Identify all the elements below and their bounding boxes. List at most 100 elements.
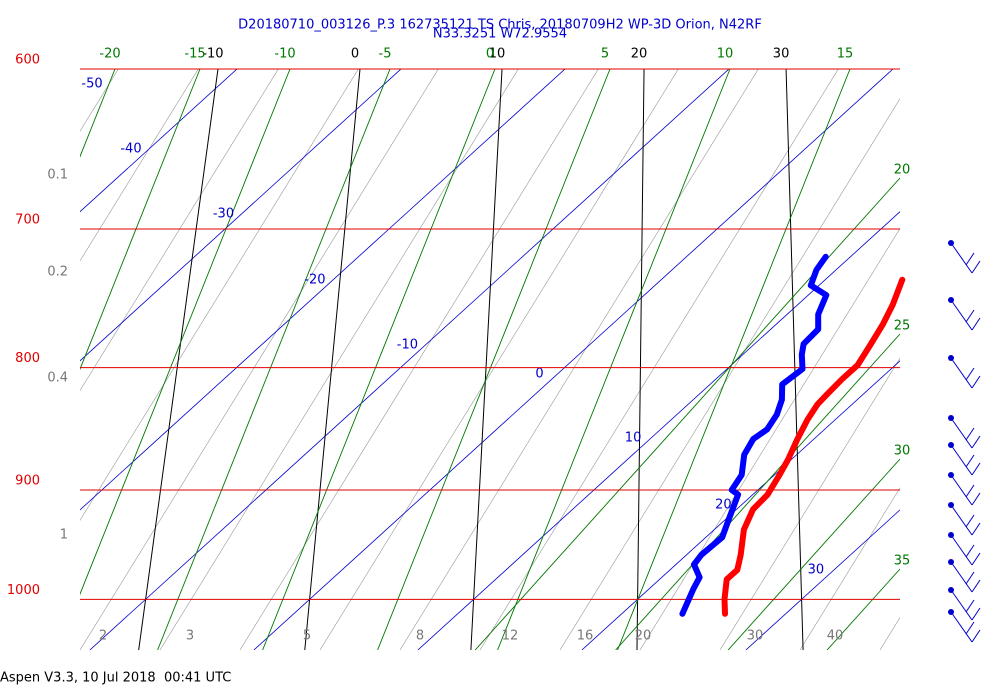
black-line-label: -10 (202, 47, 223, 62)
black-line-label: 30 (773, 47, 790, 62)
profile-line (679, 253, 830, 617)
isotherm (0, 0, 403, 650)
barb-flag (965, 427, 975, 441)
barb-flag (971, 607, 981, 621)
barb-flag (965, 544, 975, 558)
green-label: 25 (894, 319, 911, 334)
subtitle: N33.3251 W72.9554 (433, 27, 567, 42)
green-line (80, 69, 201, 371)
profile-line (721, 276, 906, 617)
isotherm (581, 360, 900, 650)
guide-line (239, 69, 599, 650)
barb-staff (950, 474, 973, 506)
mixing-ratio-label: 1 (60, 528, 68, 543)
isotherm-label: 0 (535, 367, 543, 382)
isotherm (417, 211, 900, 650)
green-label: 15 (837, 47, 854, 62)
green-label: 30 (894, 444, 911, 459)
green-line (617, 69, 851, 650)
guide-line (80, 69, 359, 521)
barb-staff (950, 242, 973, 274)
isotherm-label: -20 (304, 273, 325, 288)
barb-flag (971, 462, 981, 476)
barb-staff (950, 504, 973, 536)
guide-line (319, 69, 679, 650)
green-label: 10 (717, 47, 734, 62)
guide-line (159, 69, 519, 650)
isotherm-label: 10 (625, 431, 642, 446)
black-line (304, 69, 361, 650)
mixing-ratio-label: 3 (186, 629, 194, 644)
green-line (615, 333, 900, 650)
black-line (785, 69, 804, 650)
mixing-ratio-label: 30 (747, 629, 764, 644)
mixing-ratio-label: 8 (416, 629, 424, 644)
mixing-ratio-label: 0.2 (47, 265, 68, 280)
barb-staff (950, 589, 973, 621)
guide-line (80, 69, 119, 132)
green-line (157, 69, 391, 650)
barb-flag (965, 454, 975, 468)
green-line (80, 69, 291, 596)
mixing-ratio-label: 2 (99, 629, 107, 644)
green-label: 20 (894, 163, 911, 178)
isotherm-label: -50 (81, 77, 102, 92)
barb-flag (971, 375, 981, 389)
mixing-ratio-label: 0.1 (47, 168, 68, 183)
barb-staff (950, 534, 973, 566)
barb-flag (971, 579, 981, 593)
guide-line (0, 0, 100, 650)
isotherm (80, 69, 238, 213)
mixing-ratio-label: 0.4 (47, 371, 68, 386)
guide-line (960, 0, 1000, 650)
guide-line (80, 69, 439, 650)
pressure-label: 1000 (7, 583, 40, 598)
barb-flag (971, 552, 981, 566)
barb-staff (950, 299, 973, 331)
guide-line (479, 69, 839, 650)
isotherm (80, 69, 566, 511)
green-line (497, 69, 731, 650)
barb-flag (965, 252, 975, 266)
guide-line (0, 0, 20, 650)
green-line (727, 458, 900, 650)
mixing-ratio-label: 12 (502, 629, 519, 644)
guide-line (559, 98, 900, 650)
black-line-label: 10 (489, 47, 506, 62)
isotherm (89, 69, 730, 650)
barb-flag (971, 492, 981, 506)
plot-area (0, 0, 1000, 650)
green-label: -10 (274, 47, 295, 62)
barb-flag (971, 629, 981, 643)
barb-flag (965, 367, 975, 381)
green-label: -5 (379, 47, 392, 62)
black-line (138, 69, 219, 650)
isotherm-label: -40 (120, 142, 141, 157)
isotherm (253, 69, 894, 650)
pressure-label: 800 (15, 351, 40, 366)
barb-staff (950, 357, 973, 389)
green-label: 5 (601, 47, 609, 62)
guide-line (799, 487, 900, 650)
labels: 6007008009001000-50-40-30-20-100102030-1… (7, 47, 910, 644)
mixing-ratio-label: 16 (577, 629, 594, 644)
barb-staff (950, 611, 973, 643)
black-line (636, 69, 645, 650)
pressure-label: 900 (15, 473, 40, 488)
mixing-ratio-label: 5 (303, 629, 311, 644)
barb-flag (971, 317, 981, 331)
green-line (826, 568, 900, 650)
barb-flag (971, 260, 981, 274)
pressure-label: 700 (15, 213, 40, 228)
footer: Aspen V3.3, 10 Jul 2018 00:41 UTC (0, 671, 231, 686)
barb-flag (965, 514, 975, 528)
guide-line (80, 69, 279, 392)
green-line (377, 69, 611, 650)
wind-barbs (948, 240, 981, 643)
green-label: -15 (184, 47, 205, 62)
barb-flag (971, 522, 981, 536)
isotherm (80, 69, 402, 362)
guide-line (719, 357, 900, 650)
black-line (470, 69, 503, 650)
